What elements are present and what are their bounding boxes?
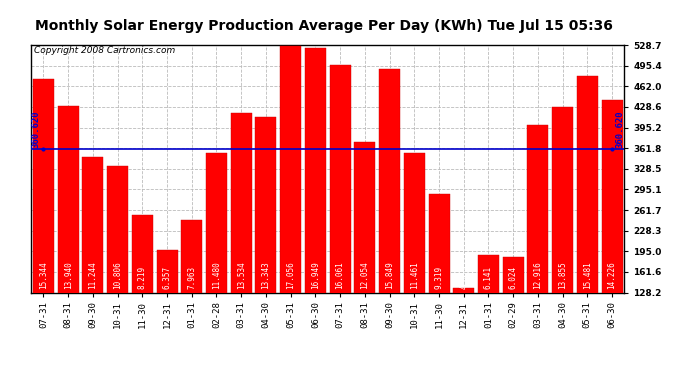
Text: Copyright 2008 Cartronics.com: Copyright 2008 Cartronics.com [34, 46, 175, 55]
Text: 6.141: 6.141 [484, 266, 493, 290]
Text: 13.855: 13.855 [558, 262, 567, 290]
Text: 360.620: 360.620 [615, 110, 624, 148]
Text: 11.244: 11.244 [88, 262, 97, 290]
Text: 9.319: 9.319 [435, 266, 444, 290]
Text: 6.357: 6.357 [163, 266, 172, 290]
Bar [230, 114, 252, 372]
Bar [157, 251, 177, 372]
Bar [602, 100, 622, 372]
Bar [355, 142, 375, 372]
Text: 15.849: 15.849 [385, 262, 394, 290]
Bar [206, 153, 227, 372]
Bar [453, 288, 474, 372]
Bar [503, 257, 524, 372]
Text: 11.480: 11.480 [212, 262, 221, 290]
Text: 16.061: 16.061 [335, 262, 344, 290]
Text: 13.534: 13.534 [237, 262, 246, 290]
Bar [107, 165, 128, 372]
Bar [428, 194, 449, 372]
Text: Monthly Solar Energy Production Average Per Day (KWh) Tue Jul 15 05:36: Monthly Solar Energy Production Average … [35, 19, 613, 33]
Bar [577, 76, 598, 372]
Text: 11.461: 11.461 [410, 262, 419, 290]
Text: 6.024: 6.024 [509, 266, 518, 290]
Text: 15.344: 15.344 [39, 262, 48, 290]
Bar [478, 255, 499, 372]
Text: 4.389: 4.389 [460, 266, 469, 290]
Text: 13.940: 13.940 [63, 262, 72, 290]
Text: 12.054: 12.054 [360, 262, 369, 290]
Text: 10.806: 10.806 [113, 262, 122, 290]
Text: 12.916: 12.916 [533, 262, 542, 290]
Text: 16.949: 16.949 [311, 262, 320, 290]
Bar [305, 48, 326, 372]
Text: 14.226: 14.226 [608, 262, 617, 290]
Bar [404, 153, 425, 372]
Text: 7.963: 7.963 [187, 266, 196, 290]
Text: 8.219: 8.219 [138, 266, 147, 290]
Text: 13.343: 13.343 [262, 262, 270, 290]
Bar [181, 220, 202, 372]
Bar [379, 69, 400, 372]
Bar [330, 65, 351, 372]
Text: 17.056: 17.056 [286, 262, 295, 290]
Bar [33, 79, 54, 372]
Bar [132, 215, 152, 372]
Bar [527, 125, 549, 372]
Bar [255, 117, 277, 372]
Bar [552, 107, 573, 372]
Bar [82, 157, 104, 372]
Text: 360.620: 360.620 [31, 110, 40, 148]
Bar [58, 106, 79, 372]
Text: 15.481: 15.481 [583, 262, 592, 290]
Bar [280, 46, 301, 372]
